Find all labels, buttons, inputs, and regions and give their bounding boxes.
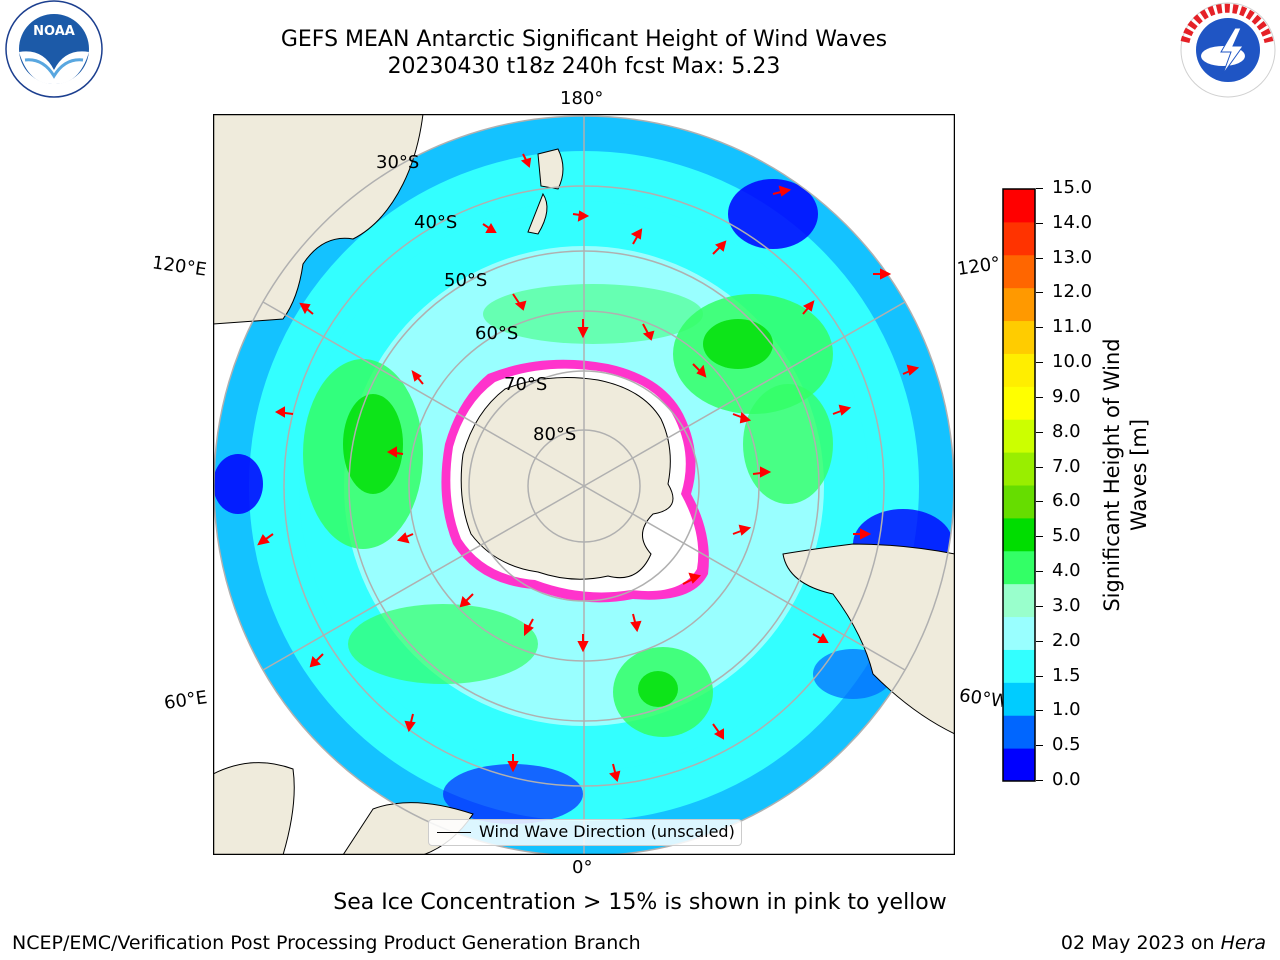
lat-label-30s: 30°S [376, 152, 420, 173]
colorbar-cell [1003, 649, 1035, 683]
colorbar-tick-label: 0.0 [1052, 769, 1081, 790]
colorbar-tick-mark [1036, 571, 1043, 573]
colorbar-tick-label: 4.0 [1052, 560, 1081, 582]
colorbar-tick-label: 3.0 [1052, 594, 1081, 616]
colorbar-cell [1003, 485, 1035, 519]
colorbar-tick-label: 1.5 [1052, 664, 1081, 686]
africa-land [213, 762, 474, 855]
colorbar [1002, 188, 1036, 782]
colorbar-cell [1003, 221, 1035, 256]
new-zealand-land [527, 148, 564, 235]
colorbar-cell [1003, 583, 1035, 618]
footer-host: Hera [1220, 932, 1266, 954]
colorbar-cell [1003, 616, 1035, 650]
wave-arrows [257, 153, 920, 782]
footer-date: 02 May 2023 on Hera [1061, 932, 1266, 954]
lon-label-180: 180° [560, 88, 604, 109]
colorbar-tick-label: 2.0 [1052, 629, 1081, 651]
lat-label-60s: 60°S [475, 323, 519, 344]
colorbar-tick-label: 5.0 [1052, 525, 1081, 547]
colorbar-tick-label: 6.0 [1052, 490, 1081, 512]
colorbar-tick-mark [1036, 222, 1043, 224]
colorbar-tick-mark [1036, 466, 1043, 468]
antarctica-land [460, 376, 674, 580]
colorbar-tick-mark [1036, 710, 1043, 712]
colorbar-cell [1003, 254, 1035, 289]
lon-label-0: 0° [572, 857, 593, 878]
nws-logo [1180, 2, 1276, 98]
colorbar-tick-label: 9.0 [1052, 385, 1081, 407]
colorbar-tick-mark [1036, 780, 1043, 781]
colorbar-tick-mark [1036, 257, 1043, 259]
lat-label-70s: 70°S [504, 374, 548, 395]
colorbar-label-line2: Waves [m] [1127, 418, 1151, 532]
colorbar-tick-mark [1036, 431, 1043, 433]
colorbar-tick-label: 1.0 [1052, 699, 1081, 721]
map-frame [213, 114, 955, 855]
colorbar-tick-mark [1036, 640, 1043, 642]
colorbar-tick-mark [1036, 675, 1043, 677]
map-legend: Wind Wave Direction (unscaled) [428, 819, 742, 846]
colorbar-tick-label: 10.0 [1052, 351, 1093, 373]
colorbar-cell [1003, 386, 1035, 420]
lat-label-80s: 80°S [533, 424, 577, 445]
colorbar-cell [1003, 517, 1035, 552]
legend-line-sample [437, 832, 471, 833]
colorbar-tick-mark [1036, 745, 1043, 747]
colorbar-cell [1003, 748, 1035, 782]
colorbar-tick-mark [1036, 536, 1043, 538]
colorbar-tick-label: 7.0 [1052, 455, 1081, 477]
colorbar-tick-mark [1036, 396, 1043, 398]
lon-label-60e: 60°E [162, 687, 209, 714]
footer-date-text: 02 May 2023 on [1060, 932, 1221, 954]
footer-credit: NCEP/EMC/Verification Post Processing Pr… [12, 932, 641, 954]
colorbar-cell [1003, 682, 1035, 716]
colorbar-tick-label: 11.0 [1052, 316, 1093, 338]
lon-label-120w: 120°W [955, 253, 1002, 280]
chart-subtitle: 20230430 t18z 240h fcst Max: 5.23 [387, 54, 781, 79]
colorbar-cell [1003, 287, 1035, 322]
colorbar-cell [1003, 353, 1035, 387]
colorbar-tick-label: 0.5 [1052, 734, 1081, 756]
chart-title: GEFS MEAN Antarctic Significant Height o… [280, 27, 888, 52]
legend-label: Wind Wave Direction (unscaled) [479, 822, 735, 841]
colorbar-tick-mark [1036, 327, 1043, 329]
svg-text:NOAA: NOAA [33, 24, 75, 39]
south-america-land [782, 543, 955, 735]
colorbar-cell [1003, 189, 1035, 223]
colorbar-tick-label: 13.0 [1052, 246, 1093, 268]
colorbar-cell [1003, 550, 1035, 585]
lat-label-40s: 40°S [414, 212, 458, 233]
colorbar-label: Significant Height of Wind Waves [m] [1098, 300, 1154, 650]
colorbar-tick-mark [1036, 605, 1043, 607]
noaa-logo: NOAA [5, 0, 103, 98]
colorbar-tick-label: 15.0 [1052, 177, 1093, 198]
map-panel [213, 114, 955, 855]
colorbar-cell [1003, 320, 1035, 354]
colorbar-tick-mark [1036, 188, 1043, 189]
sea-ice-note: Sea Ice Concentration > 15% is shown in … [333, 890, 947, 915]
lon-label-120e: 120°E [150, 252, 208, 281]
colorbar-cell [1003, 452, 1035, 486]
colorbar-tick-mark [1036, 292, 1043, 294]
colorbar-tick-label: 14.0 [1052, 211, 1093, 233]
colorbar-tick-mark [1036, 501, 1043, 503]
colorbar-tick-label: 12.0 [1052, 281, 1093, 303]
colorbar-tick-label: 8.0 [1052, 420, 1081, 442]
colorbar-label-line1: Significant Height of Wind [1100, 338, 1124, 612]
colorbar-cell [1003, 715, 1035, 749]
australia-land [213, 114, 424, 325]
colorbar-tick-mark [1036, 362, 1043, 364]
lat-label-50s: 50°S [444, 270, 488, 291]
lon-label-60w: 60°W [957, 685, 1005, 712]
colorbar-cell [1003, 419, 1035, 453]
